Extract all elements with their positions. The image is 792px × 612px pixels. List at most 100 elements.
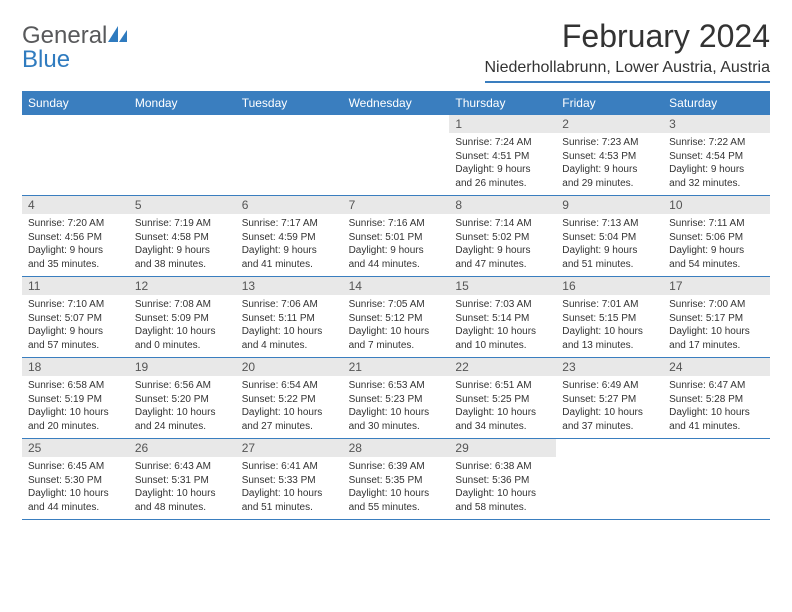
day-number: 26 (129, 439, 236, 457)
week-row: 18Sunrise: 6:58 AMSunset: 5:19 PMDayligh… (22, 358, 770, 439)
day-cell: 18Sunrise: 6:58 AMSunset: 5:19 PMDayligh… (22, 358, 129, 438)
week-row: 1Sunrise: 7:24 AMSunset: 4:51 PMDaylight… (22, 115, 770, 196)
weekday-header: Sunday (22, 91, 129, 115)
day-cell: 2Sunrise: 7:23 AMSunset: 4:53 PMDaylight… (556, 115, 663, 195)
day-cell (556, 439, 663, 519)
day-cell: 5Sunrise: 7:19 AMSunset: 4:58 PMDaylight… (129, 196, 236, 276)
day-cell: 15Sunrise: 7:03 AMSunset: 5:14 PMDayligh… (449, 277, 556, 357)
calendar-grid: SundayMondayTuesdayWednesdayThursdayFrid… (22, 91, 770, 520)
day-details: Sunrise: 7:14 AMSunset: 5:02 PMDaylight:… (449, 214, 556, 276)
weekday-header-row: SundayMondayTuesdayWednesdayThursdayFrid… (22, 91, 770, 115)
day-cell: 16Sunrise: 7:01 AMSunset: 5:15 PMDayligh… (556, 277, 663, 357)
day-cell: 24Sunrise: 6:47 AMSunset: 5:28 PMDayligh… (663, 358, 770, 438)
day-cell: 20Sunrise: 6:54 AMSunset: 5:22 PMDayligh… (236, 358, 343, 438)
day-number: 6 (236, 196, 343, 214)
day-cell: 22Sunrise: 6:51 AMSunset: 5:25 PMDayligh… (449, 358, 556, 438)
day-details: Sunrise: 6:53 AMSunset: 5:23 PMDaylight:… (343, 376, 450, 438)
day-number: 3 (663, 115, 770, 133)
day-cell: 28Sunrise: 6:39 AMSunset: 5:35 PMDayligh… (343, 439, 450, 519)
day-number: 27 (236, 439, 343, 457)
day-details: Sunrise: 6:45 AMSunset: 5:30 PMDaylight:… (22, 457, 129, 519)
day-cell: 11Sunrise: 7:10 AMSunset: 5:07 PMDayligh… (22, 277, 129, 357)
day-number: 12 (129, 277, 236, 295)
day-number: 11 (22, 277, 129, 295)
day-cell: 19Sunrise: 6:56 AMSunset: 5:20 PMDayligh… (129, 358, 236, 438)
logo-word-1: General (22, 22, 107, 49)
day-details: Sunrise: 7:23 AMSunset: 4:53 PMDaylight:… (556, 133, 663, 195)
month-title: February 2024 (485, 18, 771, 55)
day-cell: 13Sunrise: 7:06 AMSunset: 5:11 PMDayligh… (236, 277, 343, 357)
day-number: 13 (236, 277, 343, 295)
day-cell: 8Sunrise: 7:14 AMSunset: 5:02 PMDaylight… (449, 196, 556, 276)
day-details: Sunrise: 6:51 AMSunset: 5:25 PMDaylight:… (449, 376, 556, 438)
day-cell: 14Sunrise: 7:05 AMSunset: 5:12 PMDayligh… (343, 277, 450, 357)
location-subtitle: Niederhollabrunn, Lower Austria, Austria (485, 59, 771, 83)
day-cell: 4Sunrise: 7:20 AMSunset: 4:56 PMDaylight… (22, 196, 129, 276)
weekday-header: Monday (129, 91, 236, 115)
day-details: Sunrise: 6:49 AMSunset: 5:27 PMDaylight:… (556, 376, 663, 438)
weeks-container: 1Sunrise: 7:24 AMSunset: 4:51 PMDaylight… (22, 115, 770, 520)
day-details: Sunrise: 7:03 AMSunset: 5:14 PMDaylight:… (449, 295, 556, 357)
day-number: 17 (663, 277, 770, 295)
week-row: 11Sunrise: 7:10 AMSunset: 5:07 PMDayligh… (22, 277, 770, 358)
day-cell: 3Sunrise: 7:22 AMSunset: 4:54 PMDaylight… (663, 115, 770, 195)
day-number: 28 (343, 439, 450, 457)
day-number: 4 (22, 196, 129, 214)
day-details: Sunrise: 7:16 AMSunset: 5:01 PMDaylight:… (343, 214, 450, 276)
day-cell: 6Sunrise: 7:17 AMSunset: 4:59 PMDaylight… (236, 196, 343, 276)
day-details: Sunrise: 7:01 AMSunset: 5:15 PMDaylight:… (556, 295, 663, 357)
day-number: 23 (556, 358, 663, 376)
day-details: Sunrise: 6:58 AMSunset: 5:19 PMDaylight:… (22, 376, 129, 438)
weekday-header: Saturday (663, 91, 770, 115)
day-number: 14 (343, 277, 450, 295)
day-number: 9 (556, 196, 663, 214)
day-details: Sunrise: 7:11 AMSunset: 5:06 PMDaylight:… (663, 214, 770, 276)
day-cell: 23Sunrise: 6:49 AMSunset: 5:27 PMDayligh… (556, 358, 663, 438)
day-number: 1 (449, 115, 556, 133)
day-cell: 21Sunrise: 6:53 AMSunset: 5:23 PMDayligh… (343, 358, 450, 438)
week-row: 25Sunrise: 6:45 AMSunset: 5:30 PMDayligh… (22, 439, 770, 520)
day-cell (663, 439, 770, 519)
day-details: Sunrise: 7:20 AMSunset: 4:56 PMDaylight:… (22, 214, 129, 276)
day-cell: 10Sunrise: 7:11 AMSunset: 5:06 PMDayligh… (663, 196, 770, 276)
day-number: 22 (449, 358, 556, 376)
day-cell: 9Sunrise: 7:13 AMSunset: 5:04 PMDaylight… (556, 196, 663, 276)
day-details: Sunrise: 7:24 AMSunset: 4:51 PMDaylight:… (449, 133, 556, 195)
sail-icon (107, 25, 129, 43)
day-details: Sunrise: 7:22 AMSunset: 4:54 PMDaylight:… (663, 133, 770, 195)
day-details: Sunrise: 7:17 AMSunset: 4:59 PMDaylight:… (236, 214, 343, 276)
day-details: Sunrise: 7:06 AMSunset: 5:11 PMDaylight:… (236, 295, 343, 357)
day-cell (22, 115, 129, 195)
day-number: 18 (22, 358, 129, 376)
day-details: Sunrise: 6:39 AMSunset: 5:35 PMDaylight:… (343, 457, 450, 519)
day-details: Sunrise: 7:00 AMSunset: 5:17 PMDaylight:… (663, 295, 770, 357)
day-number: 19 (129, 358, 236, 376)
day-number: 7 (343, 196, 450, 214)
day-cell: 12Sunrise: 7:08 AMSunset: 5:09 PMDayligh… (129, 277, 236, 357)
day-number: 20 (236, 358, 343, 376)
logo-word-2: Blue (22, 46, 70, 73)
brand-logo: General Blue (22, 24, 129, 72)
day-number: 24 (663, 358, 770, 376)
day-cell: 26Sunrise: 6:43 AMSunset: 5:31 PMDayligh… (129, 439, 236, 519)
weekday-header: Thursday (449, 91, 556, 115)
day-number: 2 (556, 115, 663, 133)
day-details: Sunrise: 7:13 AMSunset: 5:04 PMDaylight:… (556, 214, 663, 276)
day-number: 21 (343, 358, 450, 376)
day-cell: 17Sunrise: 7:00 AMSunset: 5:17 PMDayligh… (663, 277, 770, 357)
weekday-header: Wednesday (343, 91, 450, 115)
day-number: 16 (556, 277, 663, 295)
day-number: 25 (22, 439, 129, 457)
day-details: Sunrise: 7:19 AMSunset: 4:58 PMDaylight:… (129, 214, 236, 276)
day-details: Sunrise: 6:47 AMSunset: 5:28 PMDaylight:… (663, 376, 770, 438)
day-details: Sunrise: 6:43 AMSunset: 5:31 PMDaylight:… (129, 457, 236, 519)
day-details: Sunrise: 6:56 AMSunset: 5:20 PMDaylight:… (129, 376, 236, 438)
day-number: 5 (129, 196, 236, 214)
day-number: 15 (449, 277, 556, 295)
day-cell: 25Sunrise: 6:45 AMSunset: 5:30 PMDayligh… (22, 439, 129, 519)
weekday-header: Friday (556, 91, 663, 115)
calendar-page: General Blue February 2024 Niederhollabr… (0, 0, 792, 530)
day-details: Sunrise: 7:10 AMSunset: 5:07 PMDaylight:… (22, 295, 129, 357)
day-cell (343, 115, 450, 195)
day-details: Sunrise: 6:38 AMSunset: 5:36 PMDaylight:… (449, 457, 556, 519)
